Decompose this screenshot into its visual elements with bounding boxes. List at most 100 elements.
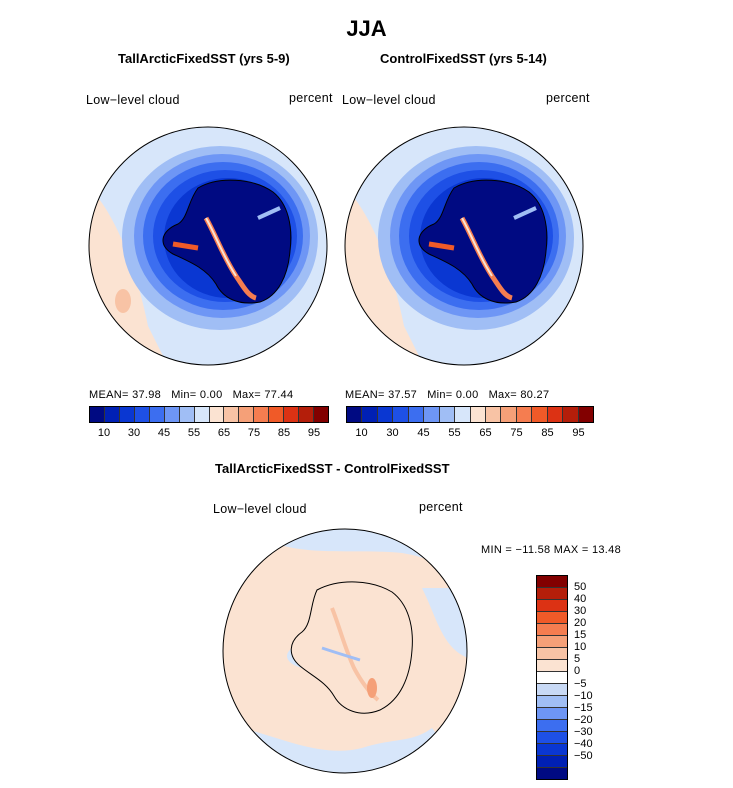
- map-1-coastline: [162, 179, 292, 304]
- diff-colorbar-tick-label: −40: [574, 737, 593, 750]
- diff-colorbar-tick-label: 5: [574, 653, 581, 666]
- panel-1-colorbar-swatch: [239, 407, 255, 422]
- diff-units-label: percent: [419, 500, 463, 514]
- panel-2-colorbar-swatch: [362, 407, 378, 422]
- panel-2-colorbar-swatch: [470, 407, 486, 422]
- panel-2-colorbar-swatch: [547, 407, 564, 422]
- diff-colorbar-tick-label: 15: [574, 629, 587, 642]
- panel-2-colorbar-swatch: [516, 407, 533, 422]
- panel-2-title: ControlFixedSST (yrs 5-14): [380, 51, 547, 66]
- panel-2-colorbar-ticks: 10 30 45 55 65 75 85 95: [346, 427, 594, 441]
- panel-2-colorbar-tick-label: 95: [572, 427, 585, 439]
- panel-2-colorbar-tick-label: 10: [355, 427, 368, 439]
- panel-1-colorbar-tick-label: 65: [217, 427, 231, 439]
- map-2-continent: [418, 180, 547, 304]
- diff-colorbar-swatch: [537, 684, 567, 696]
- diff-colorbar-tick-label: 20: [574, 617, 587, 630]
- panel-2-colorbar-tick-label: 65: [479, 427, 492, 439]
- diff-colorbar-swatch: [537, 660, 567, 672]
- diff-polar-map: [222, 528, 468, 774]
- diff-colorbar-swatch: [537, 600, 567, 612]
- panel-2-colorbar-swatch: [485, 407, 502, 422]
- panel-1-colorbar-swatch: [284, 407, 300, 422]
- map-2-coastline: [418, 179, 548, 304]
- panel-1-variable-label: Low−level cloud: [86, 93, 180, 107]
- panel-2-colorbar-swatch: [424, 407, 440, 422]
- diff-colorbar-tick-label: −30: [574, 725, 593, 738]
- panel-1-colorbar-swatch: [194, 407, 210, 422]
- diff-colorbar-swatch: [537, 732, 567, 744]
- panel-1-colorbar-ticks: 10 30 45 55 65 75 85 95: [89, 427, 329, 441]
- panel-1-min-value: 0.00: [199, 389, 223, 401]
- diff-colorbar-swatch: [537, 672, 567, 684]
- panel-1-colorbar-swatch: [119, 407, 135, 422]
- panel-2-variable-label: Low−level cloud: [342, 93, 436, 107]
- panel-2-colorbar-swatch: [408, 407, 425, 422]
- diff-colorbar-tick-label: −5: [574, 677, 587, 690]
- diff-colorbar-swatch: [537, 708, 567, 720]
- panel-2-colorbar-tick-label: 55: [448, 427, 461, 439]
- panel-1-colorbar: [89, 406, 329, 423]
- map-2-ridge: [513, 206, 537, 220]
- diff-minmax: MIN = −11.58 MAX = 13.48: [481, 544, 621, 556]
- panel-2-min-value: 0.00: [455, 389, 479, 401]
- diff-map-neg-right: [422, 588, 467, 658]
- diff-colorbar-tick-label: −50: [574, 749, 593, 762]
- diff-map-coastline: [290, 581, 413, 714]
- panel-1-stats: MEAN= 37.98 Min= 0.00 Max= 77.44: [89, 389, 293, 401]
- map-2-high-band-core: [461, 217, 493, 277]
- panel-2-colorbar-swatch: [455, 407, 471, 422]
- diff-colorbar: [536, 575, 568, 780]
- panel-2-colorbar-swatch: [439, 407, 456, 422]
- diff-colorbar-ticks: 50 40 30 20 15 10 5 0 −5 −10 −15 −20 −30 −40 −50: [574, 575, 614, 780]
- panel-1-mean-value: 37.98: [132, 389, 162, 401]
- panel-1-colorbar-tick-label: 85: [277, 427, 291, 439]
- panel-1-colorbar-tick-label: 75: [247, 427, 261, 439]
- panel-1-colorbar-swatch: [149, 407, 165, 422]
- map-2-high-spot: [428, 241, 455, 251]
- panel-2-colorbar: [346, 406, 594, 423]
- panel-1-colorbar-swatch: [299, 407, 315, 422]
- diff-colorbar-swatch: [537, 720, 567, 732]
- panel-2-colorbar-swatch: [377, 407, 394, 422]
- panel-1-colorbar-swatch: [314, 407, 328, 422]
- panel-1-colorbar-tick-label: 10: [97, 427, 111, 439]
- panel-1-colorbar-swatch: [104, 407, 120, 422]
- panel-1-colorbar-swatch: [179, 407, 195, 422]
- panel-1-colorbar-swatch: [164, 407, 180, 422]
- panel-2-colorbar-tick-label: 30: [386, 427, 399, 439]
- panel-2-colorbar-swatch: [563, 407, 579, 422]
- diff-map-continent: [291, 581, 413, 714]
- diff-map-neg-band: [321, 646, 361, 662]
- panel-1-colorbar-swatch: [209, 407, 225, 422]
- panel-1-colorbar-tick-label: 55: [187, 427, 201, 439]
- diff-colorbar-swatch: [537, 696, 567, 708]
- panel-2-colorbar-tick-label: 45: [417, 427, 430, 439]
- panel-2-max-value: 80.27: [520, 389, 550, 401]
- panel-2-units-label: percent: [546, 91, 590, 105]
- panel-2-colorbar-swatch: [578, 407, 593, 422]
- diff-colorbar-swatch: [537, 588, 567, 600]
- panel-1-colorbar-swatch: [134, 407, 150, 422]
- panel-1-max-label: Max=: [232, 389, 261, 401]
- diff-colorbar-swatch: [537, 624, 567, 636]
- panel-1-colorbar-tick-label: 45: [157, 427, 171, 439]
- diff-colorbar-tick-label: 0: [574, 665, 581, 678]
- map-1-warm-spot: [115, 289, 131, 313]
- diff-colorbar-tick-label: 10: [574, 641, 587, 654]
- panel-2-polar-map: [344, 126, 584, 366]
- panel-2-mean-label: MEAN=: [345, 389, 385, 401]
- panel-1-units-label: percent: [289, 91, 333, 105]
- panel-2-mean-value: 37.57: [388, 389, 418, 401]
- panel-2-colorbar-swatch: [393, 407, 409, 422]
- page-title: JJA: [346, 16, 387, 41]
- panel-1-polar-map: [88, 126, 328, 366]
- diff-colorbar-tick-label: −15: [574, 701, 593, 714]
- panel-1-colorbar-tick-label: 95: [307, 427, 321, 439]
- diff-colorbar-swatch: [537, 768, 567, 779]
- diff-colorbar-swatch: [537, 636, 567, 648]
- panel-2-stats: MEAN= 37.57 Min= 0.00 Max= 80.27: [345, 389, 549, 401]
- panel-1-min-label: Min=: [171, 389, 197, 401]
- diff-colorbar-tick-label: −20: [574, 713, 593, 726]
- panel-1-colorbar-swatch: [254, 407, 270, 422]
